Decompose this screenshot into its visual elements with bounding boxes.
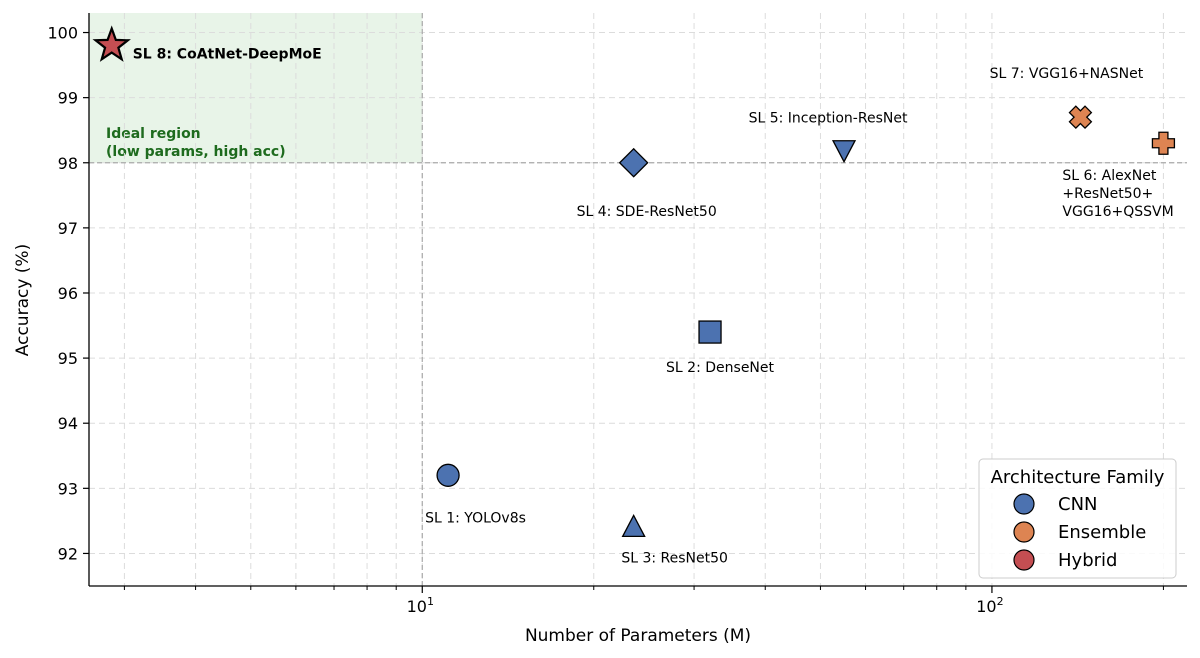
point-label: SL 1: YOLOv8s xyxy=(425,510,526,526)
point-label: SL 5: Inception-ResNet xyxy=(749,111,908,127)
point-label: SL 2: DenseNet xyxy=(666,360,774,376)
ideal-region-label: (low params, high acc) xyxy=(106,144,286,160)
point-label: +ResNet50+ xyxy=(1062,186,1153,202)
x-tick-label: 102 xyxy=(976,595,1003,616)
axes-layer xyxy=(88,13,1187,587)
y-tick-label: 93 xyxy=(58,479,78,498)
legend-marker-ensemble xyxy=(1013,521,1035,543)
point-cnn-square xyxy=(698,320,722,344)
point-cnn-diamond xyxy=(618,147,649,178)
point-ensemble-x xyxy=(1068,105,1093,130)
point-label: SL 3: ResNet50 xyxy=(621,550,728,566)
y-tick-label: 92 xyxy=(58,544,78,563)
point-ensemble-plus xyxy=(1151,131,1176,155)
legend-label-ensemble: Ensemble xyxy=(1058,522,1146,543)
ideal-region-label: Ideal region xyxy=(106,126,201,142)
legend-box xyxy=(978,458,1177,579)
y-tick-label: 98 xyxy=(58,154,78,173)
y-tick-label: 97 xyxy=(58,219,78,238)
y-tick-label: 94 xyxy=(58,414,78,433)
point-cnn-triangle-up xyxy=(621,513,646,538)
ticks-layer: 92 93 94 95 96 97 98 99 100 101 102 xyxy=(47,24,1164,616)
points-layer xyxy=(92,25,1176,538)
point-label: SL 6: AlexNet xyxy=(1062,168,1156,184)
y-tick-label: 99 xyxy=(58,89,78,108)
point-hybrid-star xyxy=(92,25,131,62)
legend-label-cnn: CNN xyxy=(1058,494,1098,515)
ideal-region-layer: Ideal region (low params, high acc) xyxy=(89,13,423,163)
y-tick-label: 96 xyxy=(58,284,78,303)
y-axis-title: Accuracy (%) xyxy=(13,244,33,356)
legend-title: Architecture Family xyxy=(991,467,1165,488)
point-label: SL 7: VGG16+NASNet xyxy=(990,66,1144,82)
point-label: SL 4: SDE-ResNet50 xyxy=(577,204,717,220)
point-label: SL 8: CoAtNet-DeepMoE xyxy=(133,47,322,63)
point-cnn-triangle-down xyxy=(831,140,857,164)
legend-marker-cnn xyxy=(1013,493,1035,515)
legend-label-hybrid: Hybrid xyxy=(1058,550,1117,571)
x-axis-title: Number of Parameters (M) xyxy=(525,626,751,646)
point-cnn-circle xyxy=(436,463,460,487)
legend: Architecture Family CNN Ensemble Hybrid xyxy=(978,458,1177,579)
x-tick-label: 101 xyxy=(407,595,434,616)
y-tick-label: 95 xyxy=(58,349,78,368)
y-tick-label: 100 xyxy=(47,24,78,43)
point-label: VGG16+QSSVM xyxy=(1062,204,1173,220)
point-labels-layer: SL 1: YOLOv8s SL 2: DenseNet SL 3: ResNet5… xyxy=(133,47,1174,567)
legend-marker-hybrid xyxy=(1013,549,1035,571)
